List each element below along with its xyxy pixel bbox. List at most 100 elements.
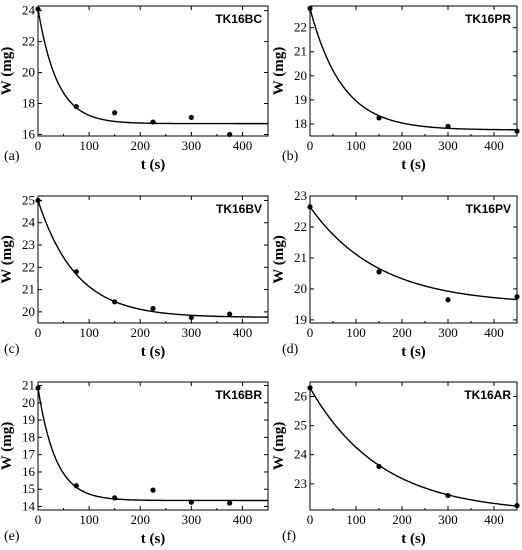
data-point xyxy=(445,297,451,303)
y-tick-label: 21 xyxy=(22,377,35,392)
y-axis-label: W (mg) xyxy=(0,235,15,283)
x-tick-label: 100 xyxy=(79,325,99,340)
data-point xyxy=(73,483,79,489)
fit-curve xyxy=(37,387,268,502)
panel-label: (d) xyxy=(282,342,299,357)
y-tick-label: 15 xyxy=(22,481,35,496)
x-tick-label: 300 xyxy=(182,512,202,527)
fit-curve xyxy=(309,8,518,131)
sample-tag: TK16PR xyxy=(465,12,511,26)
x-tick-label: 0 xyxy=(35,138,42,153)
sample-tag: TK16BC xyxy=(215,12,262,26)
x-tick-label: 200 xyxy=(392,138,412,153)
x-tick-label: 400 xyxy=(484,138,504,153)
sample-tag: TK16PV xyxy=(466,202,511,216)
y-tick-label: 21 xyxy=(22,282,35,297)
data-point xyxy=(150,487,156,493)
y-tick-label: 17 xyxy=(22,447,36,462)
x-tick-label: 100 xyxy=(346,138,366,153)
y-tick-label: 21 xyxy=(294,250,307,265)
data-point xyxy=(307,385,313,391)
y-tick-label: 23 xyxy=(294,476,307,491)
y-tick-label: 16 xyxy=(22,464,36,479)
panel-1: 0 100 200 300 400 16 18 20 22 24 TK16BC t (s) W (mg)… xyxy=(0,3,269,173)
x-tick-label: 100 xyxy=(79,138,99,153)
y-tick-label: 20 xyxy=(22,65,35,80)
y-tick-label: 22 xyxy=(22,259,35,274)
x-tick-label: 400 xyxy=(233,138,253,153)
x-tick-label: 100 xyxy=(346,325,366,340)
x-tick-label: 200 xyxy=(392,512,412,527)
panel-4: 0 100 200 300 400 19 20 21 22 23 TK16PV t (s) W (mg)… xyxy=(271,188,520,360)
x-tick-label: 400 xyxy=(484,512,504,527)
sample-tag: TK16BV xyxy=(216,202,262,216)
data-point xyxy=(514,128,520,134)
y-tick-label: 22 xyxy=(294,20,307,35)
x-tick-label: 300 xyxy=(182,325,202,340)
y-tick-label: 19 xyxy=(22,412,35,427)
data-point xyxy=(188,114,194,121)
y-tick-label: 20 xyxy=(294,68,307,83)
x-tick-label: 100 xyxy=(346,512,366,527)
x-tick-label: 300 xyxy=(438,138,458,153)
fit-curve xyxy=(37,200,269,318)
data-point xyxy=(376,115,382,121)
y-tick-label: 18 xyxy=(22,96,35,111)
fit-curve xyxy=(37,8,268,125)
plot-frame xyxy=(37,381,269,511)
y-tick-label: 22 xyxy=(22,34,35,49)
y-tick-label: 23 xyxy=(294,188,307,203)
x-tick-label: 300 xyxy=(438,325,458,340)
fit-curve xyxy=(309,206,518,301)
y-axis-label: W (mg) xyxy=(0,422,15,470)
data-point xyxy=(188,314,194,321)
y-tick-label: 23 xyxy=(22,237,35,252)
panel-6: 0 100 200 300 400 23 24 25 26 TK16AR t (s) W (mg) (f… xyxy=(271,381,520,547)
data-point xyxy=(73,269,79,275)
data-point xyxy=(307,5,313,12)
panel-2: 0 100 200 300 400 18 19 20 21 22 TK16PR t (s) W (mg)… xyxy=(271,5,520,173)
data-point xyxy=(112,110,118,116)
y-tick-label: 24 xyxy=(294,447,308,462)
data-point xyxy=(445,123,451,129)
x-axis-label: t (s) xyxy=(401,344,426,360)
data-point xyxy=(112,299,118,305)
data-point xyxy=(35,6,41,12)
x-axis-label: t (s) xyxy=(141,157,166,173)
data-point xyxy=(445,492,451,499)
panel-label: (b) xyxy=(282,149,299,164)
y-tick-label: 19 xyxy=(294,312,307,327)
data-point xyxy=(73,103,79,110)
y-tick-label: 25 xyxy=(294,418,307,433)
fit-curve xyxy=(309,387,518,507)
panel-label: (f) xyxy=(282,529,296,544)
y-tick-label: 19 xyxy=(294,92,307,107)
y-tick-label: 24 xyxy=(22,215,36,230)
plot-frame xyxy=(309,5,518,137)
data-point xyxy=(112,495,118,501)
plot-frame xyxy=(309,195,518,324)
x-tick-label: 100 xyxy=(79,512,99,527)
x-tick-label: 200 xyxy=(392,325,412,340)
y-tick-label: 20 xyxy=(22,304,35,319)
panel-label: (c) xyxy=(4,342,20,357)
data-point xyxy=(514,294,520,300)
data-point xyxy=(227,311,233,317)
data-point xyxy=(150,119,156,125)
y-tick-label: 25 xyxy=(22,192,35,207)
x-tick-label: 200 xyxy=(130,512,150,527)
x-tick-label: 0 xyxy=(307,512,314,527)
x-axis-label: t (s) xyxy=(401,531,426,547)
y-axis-label: W (mg) xyxy=(271,47,287,95)
x-tick-label: 0 xyxy=(35,512,42,527)
data-point xyxy=(188,499,194,505)
plot-frame xyxy=(37,5,269,137)
panel-5: 0 100 200 300 400 14 15 16 17 18 19 20 21 TK16BR t (s)… xyxy=(0,377,269,547)
x-tick-label: 300 xyxy=(438,512,458,527)
x-tick-label: 400 xyxy=(484,325,504,340)
data-point xyxy=(227,500,233,506)
x-tick-label: 0 xyxy=(35,325,42,340)
data-point xyxy=(514,503,520,509)
panel-label: (a) xyxy=(4,149,20,164)
x-tick-label: 200 xyxy=(130,325,150,340)
